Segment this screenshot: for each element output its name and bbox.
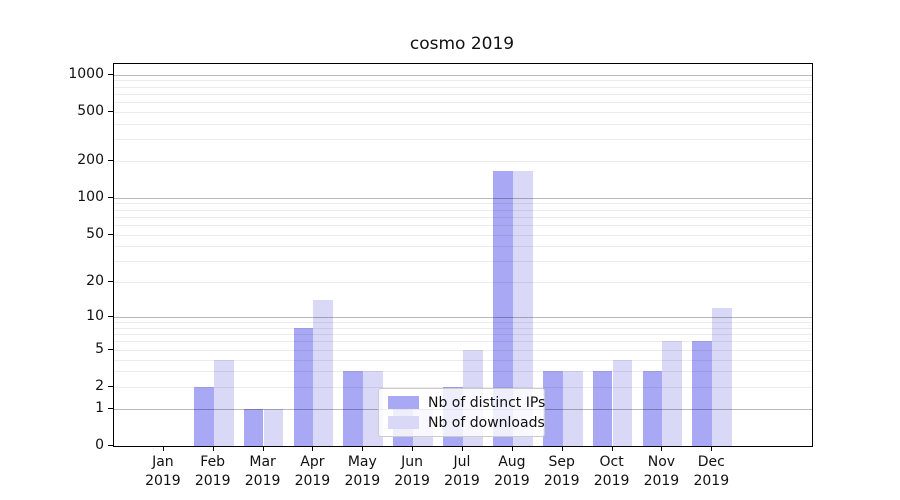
y-tick-mark-10 (108, 316, 113, 317)
bar-downloads-nov (662, 341, 683, 446)
bar-distinct-ips-aug (492, 171, 513, 446)
y-tick-label-50: 50 (86, 225, 104, 242)
x-tick-mark-oct (611, 446, 613, 451)
x-tick-mark-jun (412, 446, 414, 451)
bar-downloads-feb (213, 359, 234, 446)
gridline-30 (114, 261, 812, 263)
gridline-300 (114, 139, 812, 141)
bar-distinct-ips-sep (542, 371, 563, 446)
gridline-40 (114, 246, 812, 248)
x-tick-mark-feb (212, 446, 214, 451)
x-tick-label-feb: Feb 2019 (194, 454, 231, 489)
y-tick-label-0: 0 (95, 437, 104, 453)
x-tick-label-jun: Jun 2019 (394, 454, 430, 489)
x-tick-mark-sep (561, 446, 563, 451)
y-tick-label-20: 20 (86, 273, 104, 290)
x-tick-mark-may (362, 446, 364, 451)
gridline-1000 (114, 74, 812, 76)
y-tick-mark-20 (108, 281, 113, 283)
x-tick-mark-jan (162, 446, 164, 451)
gridline-9 (114, 322, 812, 324)
bar-distinct-ips-mar (243, 408, 264, 446)
legend: Nb of distinct IPs Nb of downloads (378, 388, 545, 437)
gridline-800 (114, 86, 812, 88)
y-tick-mark-100 (108, 196, 113, 198)
y-tick-label-200: 200 (77, 151, 104, 168)
bar-downloads-dec (712, 308, 733, 446)
gridline-200 (114, 160, 812, 162)
bar-distinct-ips-dec (692, 341, 713, 446)
legend-swatch-downloads (388, 416, 419, 429)
gridline-900 (114, 80, 812, 82)
y-tick-mark-5 (108, 348, 113, 350)
x-tick-label-jul: Jul 2019 (444, 454, 480, 489)
bar-distinct-ips-nov (642, 371, 663, 446)
x-tick-label-may: May 2019 (344, 454, 381, 489)
gridline-20 (114, 282, 812, 284)
gridline-2 (114, 386, 812, 388)
legend-swatch-distinct-ips (388, 396, 419, 409)
x-tick-label-oct: Oct 2019 (593, 454, 630, 489)
y-tick-label-5: 5 (95, 340, 104, 357)
gridline-4 (114, 359, 812, 361)
legend-label-downloads: Nb of downloads (428, 414, 545, 431)
x-tick-mark-apr (312, 446, 314, 451)
legend-item-distinct-ips: Nb of distinct IPs (388, 394, 546, 411)
x-tick-mark-jul (462, 446, 463, 451)
x-tick-label-mar: Mar 2019 (244, 454, 281, 489)
x-tick-label-nov: Nov 2019 (643, 454, 680, 489)
x-tick-mark-nov (661, 446, 663, 451)
chart-title: cosmo 2019 (409, 34, 515, 54)
bar-distinct-ips-may (343, 371, 364, 446)
y-tick-label-1: 1 (95, 399, 104, 416)
x-tick-label-dec: Dec 2019 (693, 454, 730, 489)
gridline-3 (114, 371, 812, 373)
y-tick-mark-500 (108, 110, 113, 112)
bar-downloads-aug (512, 171, 533, 446)
x-tick-label-sep: Sep 2019 (543, 454, 580, 489)
gridline-80 (114, 209, 812, 211)
gridline-50 (114, 234, 812, 236)
y-tick-mark-0 (108, 445, 113, 446)
gridline-500 (114, 111, 812, 113)
bar-downloads-sep (562, 371, 583, 446)
bar-downloads-mar (263, 408, 284, 446)
bar-distinct-ips-feb (193, 386, 214, 446)
y-tick-mark-2 (108, 385, 113, 387)
y-tick-mark-200 (108, 159, 113, 161)
gridline-90 (114, 203, 812, 205)
gridline-7 (114, 334, 812, 336)
x-tick-mark-aug (511, 446, 513, 451)
y-tick-label-100: 100 (77, 188, 104, 205)
gridline-100 (114, 197, 812, 199)
y-tick-mark-50 (108, 233, 113, 235)
gridline-5 (114, 349, 812, 351)
x-tick-label-aug: Aug 2019 (494, 454, 530, 489)
bar-distinct-ips-oct (592, 371, 613, 446)
y-tick-mark-1 (108, 407, 113, 409)
legend-label-distinct-ips: Nb of distinct IPs (428, 394, 546, 411)
y-tick-label-10: 10 (86, 308, 104, 324)
x-tick-mark-mar (262, 446, 264, 451)
x-tick-label-apr: Apr 2019 (294, 454, 331, 489)
gridline-400 (114, 123, 812, 125)
y-tick-label-1000: 1000 (68, 65, 104, 82)
y-tick-mark-1000 (108, 73, 113, 75)
gridline-6 (114, 341, 812, 343)
gridline-10 (114, 317, 812, 318)
x-tick-mark-dec (711, 446, 713, 451)
gridline-8 (114, 327, 812, 329)
gridline-700 (114, 93, 812, 95)
y-tick-label-500: 500 (77, 102, 104, 119)
bar-downloads-oct (612, 359, 633, 446)
gridline-600 (114, 101, 812, 103)
bar-downloads-apr (313, 300, 334, 446)
x-tick-label-jan: Jan 2019 (145, 454, 181, 489)
gridline-70 (114, 216, 812, 218)
gridline-60 (114, 224, 812, 226)
bar-distinct-ips-apr (293, 327, 314, 446)
legend-item-downloads: Nb of downloads (388, 414, 545, 431)
y-tick-label-2: 2 (95, 377, 104, 394)
